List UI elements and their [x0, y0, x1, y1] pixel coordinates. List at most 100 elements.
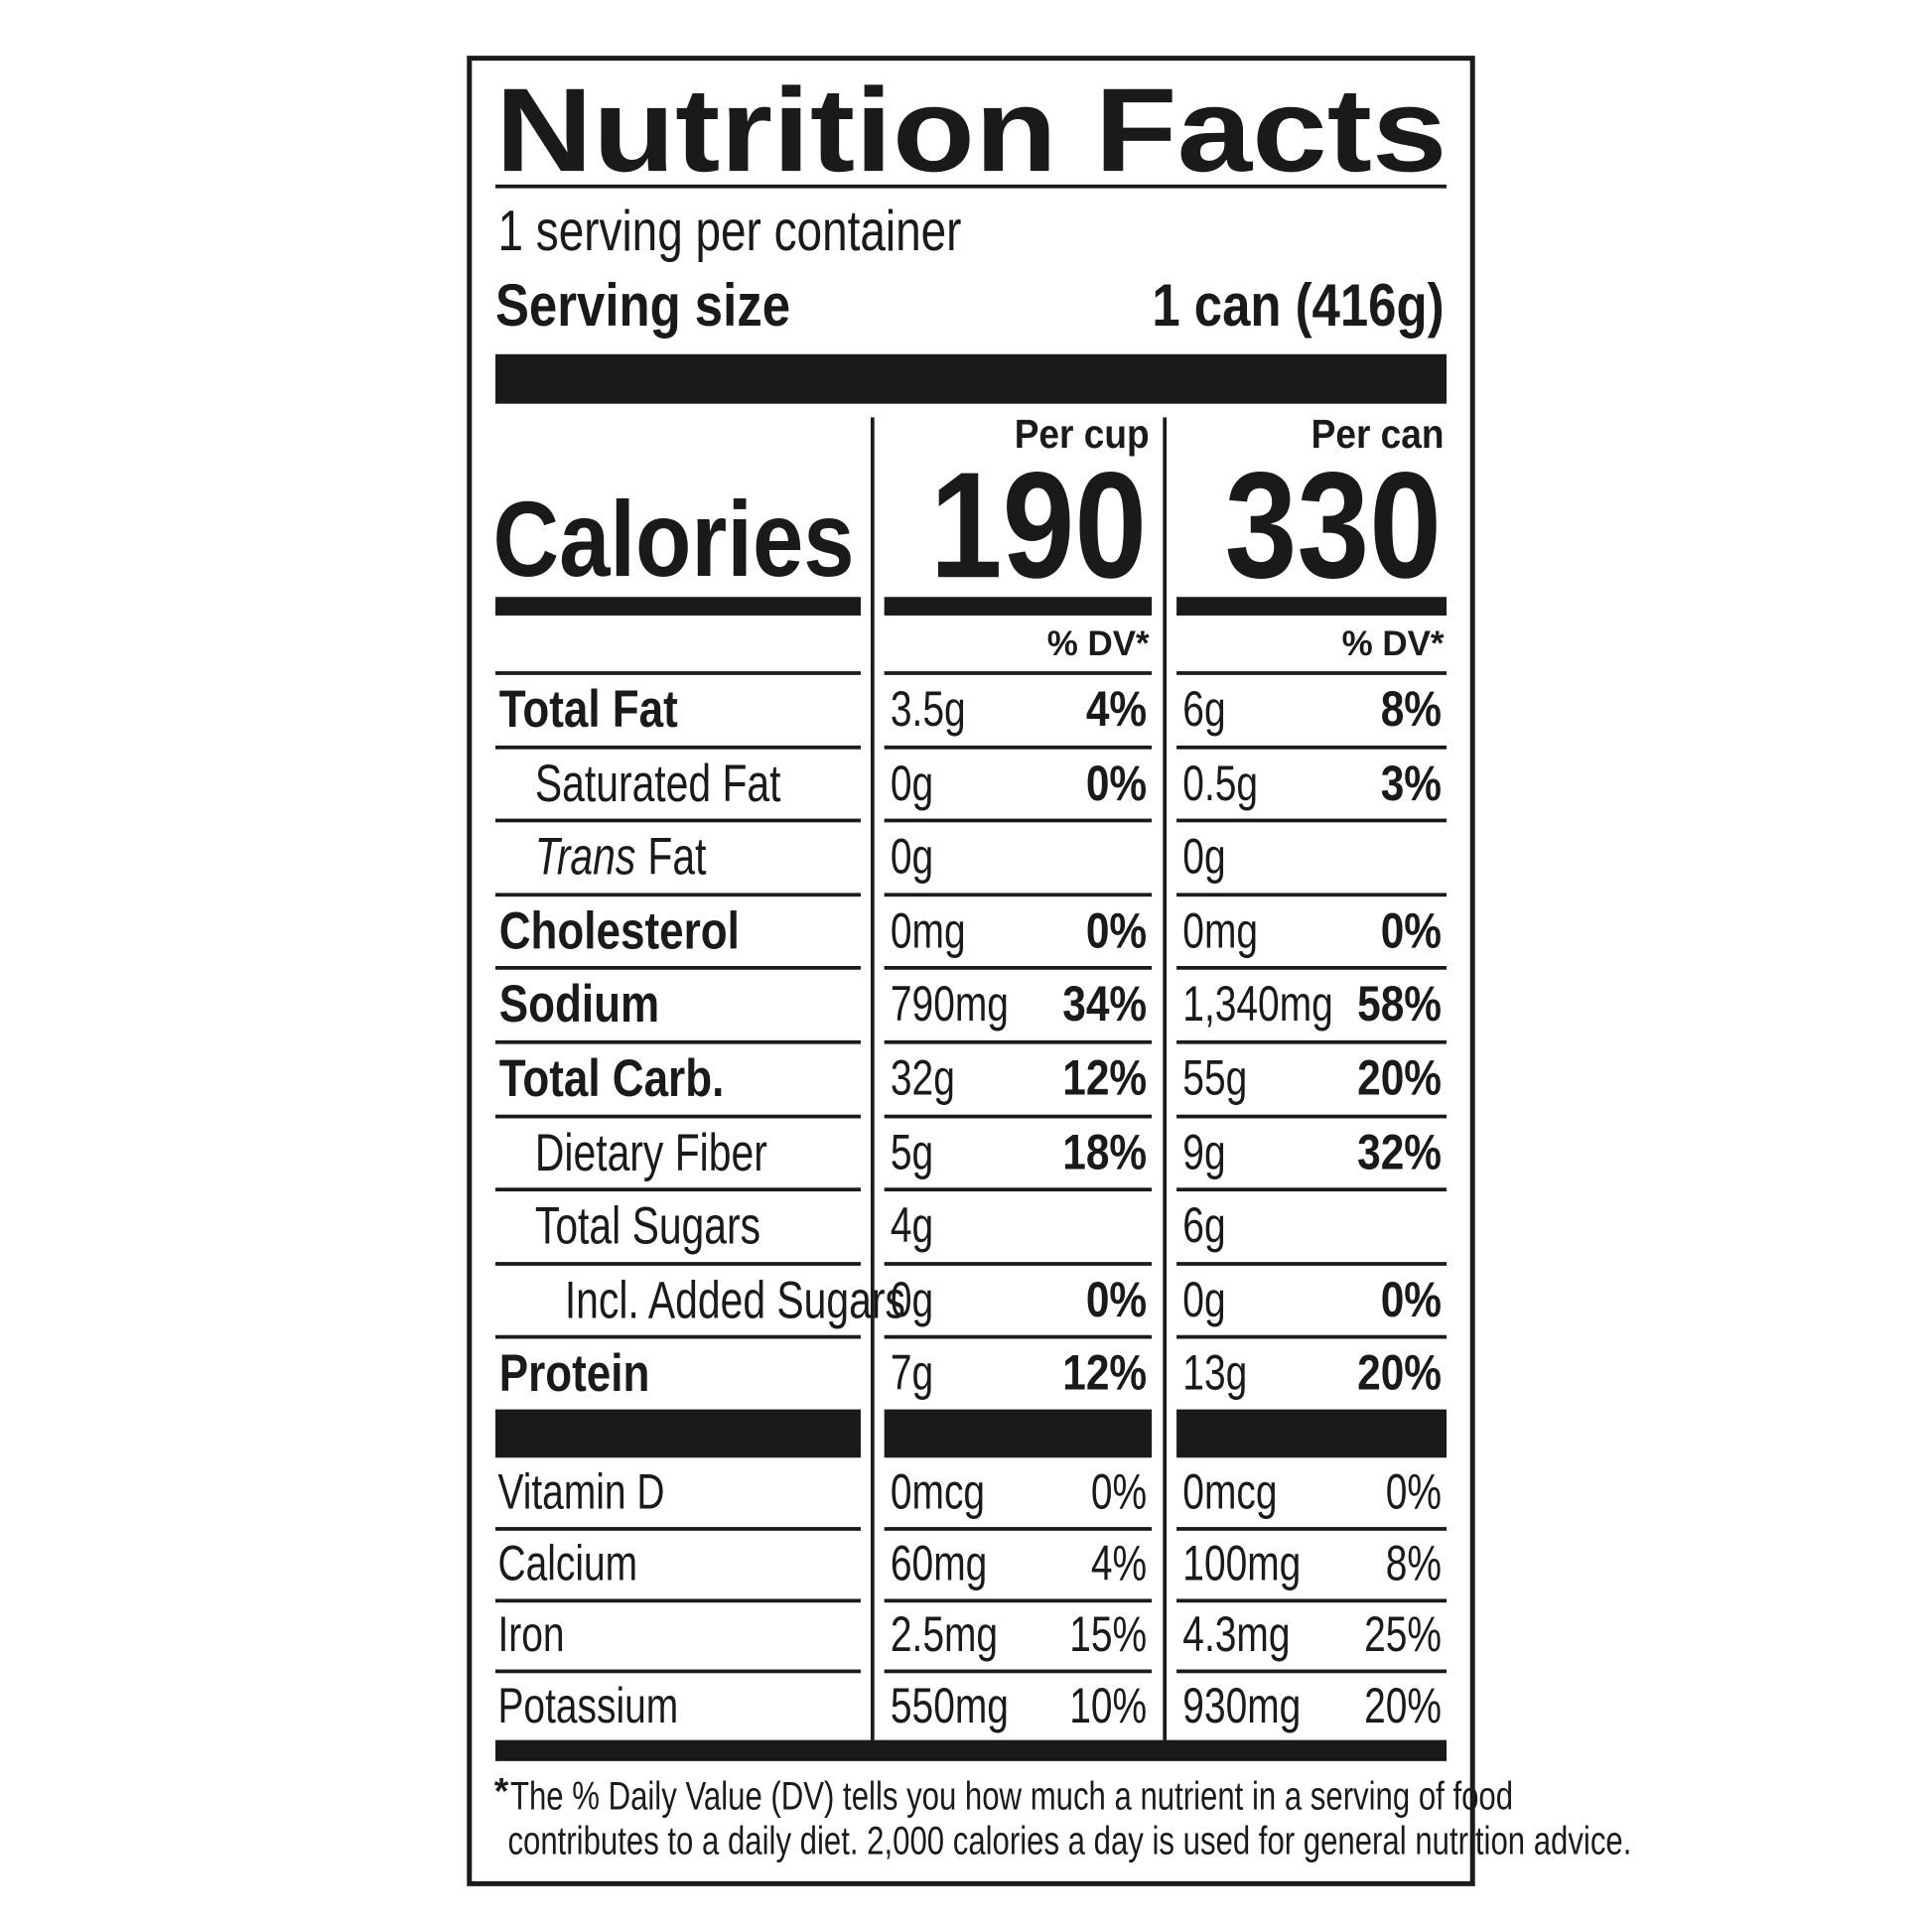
row-rule [494, 1527, 861, 1531]
title-rule [494, 184, 1448, 189]
amount: 0g [890, 1273, 934, 1328]
nutrient-name: Incl. Added Sugars [564, 1270, 905, 1329]
amount: 790mg [890, 977, 1009, 1033]
row-rule [884, 1669, 1153, 1674]
amount: 0g [1182, 1273, 1226, 1328]
amount: 930mg [1182, 1678, 1302, 1733]
row-rule [494, 671, 861, 675]
vitamin-name: Calcium [497, 1536, 638, 1591]
thick-bar [494, 353, 1448, 404]
amount: 0.5g [1182, 756, 1259, 811]
row-rule [884, 1261, 1153, 1266]
vitamin-name: Vitamin D [497, 1464, 665, 1520]
calories-value: 330 [1224, 441, 1443, 610]
row-rule [884, 745, 1153, 750]
footnote-mark: * [493, 1770, 509, 1813]
amount: 55g [1182, 1051, 1248, 1106]
daily-value: 0% [1380, 1273, 1443, 1328]
title: Nutrition Facts [494, 64, 1448, 198]
row-rule [494, 1597, 861, 1602]
column-heading: Per cup [1014, 410, 1150, 457]
row-rule [494, 1114, 861, 1118]
vitamin-name: Potassium [497, 1678, 679, 1733]
row-rule [1176, 818, 1448, 823]
nutrient-name: Sodium [498, 975, 660, 1034]
calories-bar [1176, 597, 1448, 616]
daily-value: 0% [1085, 1273, 1148, 1328]
amount: 5g [890, 1125, 934, 1180]
nutrient-name: Fat [647, 827, 707, 887]
amount: 0mg [890, 903, 966, 959]
footnote-line: The % Daily Value (DV) tells you how muc… [509, 1773, 1514, 1819]
calories-bar [494, 597, 861, 616]
row-rule [884, 1527, 1153, 1531]
nutrient-name: Protein [498, 1343, 650, 1403]
daily-value: 12% [1062, 1346, 1148, 1402]
amount: 100mg [1182, 1536, 1302, 1591]
nutrient-name: Saturated Fat [534, 754, 781, 812]
row-rule [1176, 1669, 1448, 1674]
servings: 1 serving per container [497, 198, 962, 263]
row-rule [1176, 966, 1448, 971]
amount: 0mg [1182, 903, 1259, 959]
row-rule [884, 671, 1153, 675]
dv-heading: % DV* [1341, 623, 1445, 663]
column-divider [1163, 417, 1168, 1740]
row-rule [494, 893, 861, 897]
row-rule [494, 1261, 861, 1266]
row-rule [884, 1114, 1153, 1118]
daily-value: 4% [1085, 682, 1148, 738]
nutrient-name: Total Carb. [498, 1048, 725, 1108]
nutrient-name: Cholesterol [498, 900, 740, 960]
thick-bar [884, 1409, 1153, 1458]
amount: 6g [1182, 1198, 1226, 1254]
nutrient-name: Total Sugars [534, 1196, 761, 1255]
amount: 60mg [890, 1536, 988, 1591]
daily-value: 12% [1062, 1051, 1148, 1106]
calories-label: Calories [492, 481, 855, 600]
row-rule [1176, 1114, 1448, 1118]
amount: 3.5g [890, 682, 966, 738]
row-rule [884, 1597, 1153, 1602]
thick-bar [494, 1409, 861, 1458]
daily-value: 25% [1364, 1607, 1443, 1663]
row-rule [1176, 1187, 1448, 1192]
row-rule [1176, 1597, 1448, 1602]
daily-value: 8% [1385, 1536, 1443, 1591]
daily-value: 0% [1085, 903, 1148, 959]
bottom-bar [494, 1739, 1448, 1761]
serving-size-label: Serving size [494, 273, 790, 340]
daily-value: 0% [1090, 1464, 1148, 1520]
calories-value: 190 [929, 441, 1148, 610]
row-rule [884, 1039, 1153, 1044]
daily-value: 15% [1069, 1607, 1148, 1663]
amount: 550mg [890, 1678, 1009, 1733]
row-rule [1176, 1335, 1448, 1339]
amount: 0g [1182, 830, 1226, 885]
daily-value: 18% [1062, 1125, 1148, 1180]
daily-value: 0% [1380, 903, 1443, 959]
row-rule [1176, 671, 1448, 675]
daily-value: 0% [1085, 756, 1148, 811]
row-rule [884, 1335, 1153, 1339]
daily-value: 20% [1357, 1051, 1443, 1106]
amount: 2.5mg [890, 1607, 999, 1663]
row-rule [494, 818, 861, 823]
amount: 0g [890, 830, 934, 885]
row-rule [1176, 1261, 1448, 1266]
amount: 32g [890, 1051, 955, 1106]
amount: 0g [890, 756, 934, 811]
nutrient-name-prefix: Trans [534, 827, 636, 887]
row-rule [1176, 893, 1448, 897]
serving-size-value: 1 can (416g) [1152, 273, 1445, 340]
amount: 0mcg [1182, 1464, 1278, 1520]
amount: 7g [890, 1346, 934, 1402]
daily-value: 34% [1062, 977, 1148, 1033]
row-rule [884, 1187, 1153, 1192]
amount: 4g [890, 1198, 934, 1254]
column-divider [870, 417, 875, 1740]
amount: 9g [1182, 1125, 1226, 1180]
row-rule [494, 1187, 861, 1192]
